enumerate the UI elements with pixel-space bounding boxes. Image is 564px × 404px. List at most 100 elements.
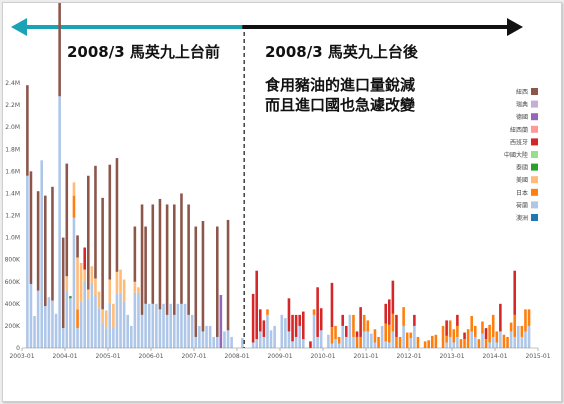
bar-segment [266,309,269,315]
y-tick-label: 600K [5,279,21,286]
bar-segment [241,338,244,348]
bar-segment [445,320,448,336]
bar-segment [388,324,391,343]
bar-segment [463,332,466,340]
bar-segment [491,314,495,337]
bar-segment [58,3,61,97]
bar-segment [441,325,445,348]
bar-segment [115,293,119,348]
legend-label: 紐西蘭 [510,126,528,134]
bar-segment [355,331,359,337]
bar-segment [262,336,266,348]
bar-segment [309,341,312,348]
bar-segment [517,325,520,348]
legend-swatch [531,163,538,171]
y-tick-label: 1.2M [5,213,20,220]
y-tick-label: 800K [5,257,21,264]
bar-segment [316,336,319,348]
bar-segment [481,333,484,348]
bar-segment [330,327,334,344]
bar-segment [341,325,344,348]
bar-segment [90,282,94,348]
x-tick-label: 2005-01 [95,353,120,360]
bar-segment [384,323,387,342]
x-tick-label: 2011-01 [353,353,378,360]
bar-segment [427,340,430,348]
bar-segment [416,336,420,348]
x-tick-label: 2010-01 [310,353,335,360]
bar-segment [140,314,144,348]
bar-segment [452,329,456,343]
bar-segment [165,314,169,348]
legend-swatch [531,214,538,221]
bar-segment [112,303,115,328]
legend-swatch [531,125,538,133]
bar-segment [513,270,516,315]
bar-segment [466,329,470,348]
bar-segment [29,283,33,348]
bar-segment [112,327,115,348]
legend-swatch [531,176,538,184]
bar-segment [459,339,463,348]
bar-segment [456,325,459,337]
bar-segment [212,336,215,348]
y-tick-label: 400K [5,301,21,308]
x-tick-label: 2006-01 [138,353,163,360]
bar-segment [434,334,438,348]
bar-segment [284,318,287,348]
bar-segment [201,331,205,348]
bar-segment [319,308,323,331]
bar-segment [26,85,29,176]
legend-swatch [531,201,538,209]
x-tick-label: 2007-01 [181,353,206,360]
x-tick-label: 2004-01 [52,353,77,360]
y-tick-label: 200K [5,323,21,330]
legend-swatch [531,151,538,158]
header-before: 2008/3 馬英九上台前 [67,43,220,61]
bar-segment [72,195,76,218]
bar-segment [122,279,126,302]
bar-segment [527,309,531,326]
bar-segment [119,292,122,348]
bar-segment [316,287,319,337]
bar-segment [201,221,205,332]
bar-segment [144,303,147,348]
bar-segment [484,339,488,348]
bar-segment [187,314,190,348]
bar-segment [36,290,40,348]
bar-segment [72,182,76,196]
bar-segment [219,295,223,348]
bar-segment [266,314,269,348]
y-tick-label: 1.8M [5,146,20,153]
bar-segment [319,330,323,348]
bar-segment [330,343,334,348]
bar-segment [448,320,452,337]
bar-segment [448,336,452,348]
bar-segment [61,328,65,348]
bar-segment [208,325,212,348]
bar-segment [137,287,140,293]
bar-segment [180,303,183,348]
legend-label: 中國大陸 [504,151,528,159]
bar-segment [445,342,448,348]
bar-segment [187,204,190,315]
bar-segment [477,339,481,348]
bar-segment [94,165,97,279]
bar-segment [380,325,384,348]
bar-segment [147,303,151,348]
bar-segment [488,342,491,348]
bar-segment [287,298,291,332]
bar-segment [509,331,513,348]
bar-segment [373,329,377,343]
bar-segment [280,314,284,348]
bar-segment [69,296,72,299]
legend-label: 德國 [516,113,528,121]
bar-segment [65,163,69,277]
bar-segment [51,186,54,301]
bar-segment [298,314,301,326]
bar-segment [269,330,273,348]
bar-segment [337,336,341,344]
bar-segment [413,314,416,326]
bar-segment [79,301,83,348]
bar-segment [83,269,86,281]
